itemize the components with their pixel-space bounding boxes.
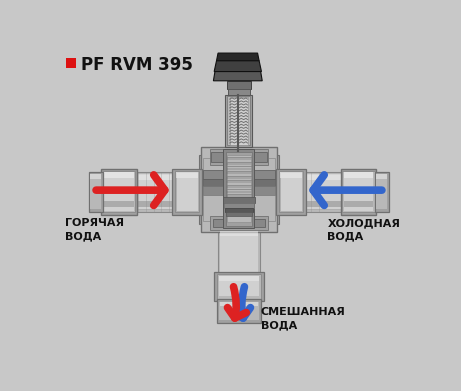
FancyBboxPatch shape [277, 174, 341, 180]
FancyBboxPatch shape [343, 201, 373, 207]
FancyBboxPatch shape [280, 172, 302, 211]
FancyBboxPatch shape [176, 172, 198, 211]
FancyBboxPatch shape [227, 155, 251, 222]
FancyBboxPatch shape [230, 97, 248, 145]
Polygon shape [217, 53, 259, 61]
Text: PF RVM 395: PF RVM 395 [81, 56, 193, 74]
FancyBboxPatch shape [277, 174, 341, 210]
FancyBboxPatch shape [201, 147, 277, 232]
FancyBboxPatch shape [217, 274, 261, 299]
FancyBboxPatch shape [220, 230, 258, 283]
FancyBboxPatch shape [341, 169, 376, 215]
FancyBboxPatch shape [277, 201, 341, 207]
FancyBboxPatch shape [200, 155, 278, 224]
FancyBboxPatch shape [376, 174, 387, 210]
FancyBboxPatch shape [135, 174, 201, 210]
FancyBboxPatch shape [172, 169, 202, 215]
FancyBboxPatch shape [375, 172, 389, 212]
FancyBboxPatch shape [343, 172, 373, 178]
FancyBboxPatch shape [219, 276, 259, 281]
FancyBboxPatch shape [90, 174, 101, 179]
Polygon shape [213, 72, 262, 81]
FancyBboxPatch shape [220, 302, 258, 307]
FancyBboxPatch shape [104, 172, 134, 211]
FancyBboxPatch shape [342, 171, 375, 212]
FancyBboxPatch shape [226, 212, 252, 216]
FancyBboxPatch shape [223, 197, 255, 203]
FancyBboxPatch shape [210, 216, 268, 230]
FancyBboxPatch shape [228, 88, 250, 95]
FancyBboxPatch shape [104, 172, 134, 178]
FancyBboxPatch shape [210, 149, 268, 165]
FancyBboxPatch shape [202, 158, 275, 221]
FancyBboxPatch shape [225, 208, 253, 212]
FancyBboxPatch shape [343, 172, 373, 211]
FancyBboxPatch shape [224, 149, 254, 228]
FancyBboxPatch shape [90, 174, 101, 210]
FancyBboxPatch shape [135, 201, 201, 207]
FancyBboxPatch shape [226, 152, 252, 226]
FancyBboxPatch shape [211, 152, 267, 162]
FancyBboxPatch shape [224, 203, 254, 208]
FancyBboxPatch shape [213, 219, 266, 227]
FancyBboxPatch shape [278, 171, 303, 212]
FancyBboxPatch shape [104, 201, 134, 207]
FancyBboxPatch shape [219, 276, 259, 296]
FancyBboxPatch shape [280, 172, 302, 178]
Text: СМЕШАННАЯ
ВОДА: СМЕШАННАЯ ВОДА [260, 307, 345, 330]
FancyBboxPatch shape [276, 169, 306, 215]
FancyBboxPatch shape [135, 174, 201, 180]
FancyBboxPatch shape [89, 172, 103, 212]
FancyBboxPatch shape [101, 169, 136, 215]
Text: ХОЛОДНАЯ
ВОДА: ХОЛОДНАЯ ВОДА [327, 218, 400, 241]
FancyBboxPatch shape [277, 172, 341, 212]
FancyBboxPatch shape [175, 171, 200, 212]
FancyBboxPatch shape [218, 230, 260, 283]
FancyBboxPatch shape [219, 302, 259, 320]
FancyBboxPatch shape [376, 174, 387, 179]
FancyBboxPatch shape [203, 179, 275, 185]
FancyBboxPatch shape [203, 170, 275, 179]
FancyBboxPatch shape [214, 272, 264, 301]
FancyBboxPatch shape [220, 230, 258, 236]
FancyBboxPatch shape [227, 96, 250, 145]
Bar [66, 59, 76, 68]
FancyBboxPatch shape [135, 172, 201, 212]
Polygon shape [214, 61, 261, 72]
FancyBboxPatch shape [103, 171, 135, 212]
FancyBboxPatch shape [176, 172, 198, 178]
FancyBboxPatch shape [203, 185, 275, 195]
FancyBboxPatch shape [217, 300, 261, 323]
FancyBboxPatch shape [225, 95, 252, 147]
FancyBboxPatch shape [226, 81, 251, 88]
Text: ГОРЯЧАЯ
ВОДА: ГОРЯЧАЯ ВОДА [65, 218, 124, 241]
